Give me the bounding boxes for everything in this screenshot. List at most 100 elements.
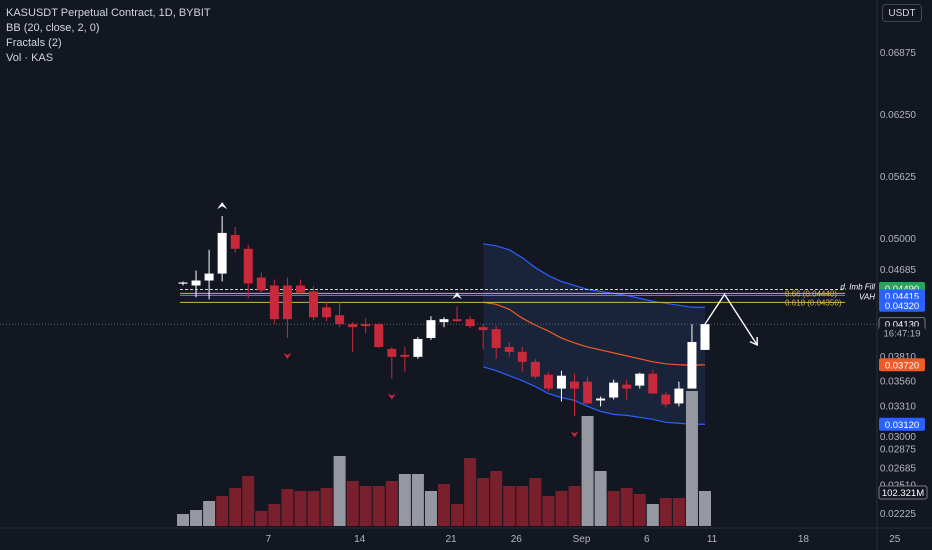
volume-bar [203, 501, 216, 526]
candle-body [400, 354, 410, 357]
candle-body [191, 280, 201, 286]
chart-legend: KASUSDT Perpetual Contract, 1D, BYBIT BB… [6, 6, 211, 66]
y-tick-label: 0.06250 [880, 110, 917, 121]
volume-bar [672, 498, 685, 526]
y-tick-label: 0.04685 [880, 265, 917, 276]
fractal-up-marker [217, 202, 228, 210]
volume-bar [685, 391, 698, 526]
candle-body [491, 329, 501, 348]
legend-volume[interactable]: Vol · KAS [6, 52, 54, 64]
y-tick-label: 0.03000 [880, 432, 917, 443]
x-tick-label: 6 [644, 534, 650, 545]
volume-bar [503, 486, 516, 526]
candle-body [269, 285, 279, 320]
candle-body [256, 277, 266, 291]
volume-bar [307, 491, 320, 526]
volume-bar [646, 504, 659, 526]
volume-bar [555, 491, 568, 526]
price-tag [879, 417, 925, 431]
fractal-down-marker [570, 431, 579, 438]
y-tick-label: 0.02225 [880, 509, 917, 520]
volume-bar [477, 478, 490, 526]
candle-body [282, 285, 292, 320]
x-tick-label: 25 [889, 534, 901, 545]
volume-bar [516, 486, 529, 526]
x-tick-label: Sep [573, 534, 591, 545]
volume-bar [699, 491, 711, 526]
candle-body [478, 327, 488, 331]
candle-body [243, 248, 253, 284]
fractal-down-marker [283, 353, 292, 360]
candle-body [648, 373, 658, 394]
candle-body [504, 346, 514, 352]
legend-fractals[interactable]: Fractals (2) [6, 37, 62, 49]
candle-body [387, 348, 397, 357]
candle-body [374, 324, 384, 347]
volume-bar [281, 489, 294, 526]
volume-bar [411, 474, 424, 526]
volume-bar [581, 416, 594, 526]
y-tick-label: 0.03310 [880, 401, 917, 412]
bb-basis-line [483, 301, 706, 366]
x-tick-label: 14 [354, 534, 366, 545]
volume-bar [542, 496, 555, 526]
y-tick-label: 0.03560 [880, 377, 917, 388]
candle-body [635, 373, 645, 386]
legend-symbol[interactable]: KASUSDT Perpetual Contract, 1D, BYBIT [6, 7, 211, 19]
candle-body [570, 381, 579, 389]
currency-button[interactable]: USDT [882, 4, 922, 22]
y-tick-label: 0.03810 [880, 352, 917, 363]
volume-bar [464, 458, 477, 526]
y-tick-label: 0.05000 [880, 234, 917, 245]
price-tag-label: 0.03120 [885, 420, 919, 431]
fractal-down-marker [387, 393, 396, 400]
candle-body [596, 398, 606, 401]
candle-body [674, 388, 684, 404]
candle-body [361, 324, 371, 327]
candle-body [622, 384, 632, 389]
candle-body [517, 351, 527, 362]
candle-body [309, 291, 318, 318]
bb-lower-line [482, 366, 705, 425]
y-tick-label: 0.06875 [880, 48, 917, 59]
volume-bar [659, 498, 672, 526]
volume-bar [451, 504, 464, 526]
volume-bar [229, 488, 242, 526]
x-tick-label: 11 [707, 534, 718, 545]
volume-bar [424, 491, 437, 526]
volume-bar [633, 494, 646, 526]
projection-path [704, 293, 758, 346]
volume-tag [878, 485, 928, 500]
legend-bb[interactable]: BB (20, close, 2, 0) [6, 22, 100, 34]
volume-bar [490, 471, 503, 526]
volume-bar [620, 488, 633, 526]
candle-body [661, 394, 671, 405]
level-label-fib066: 0.66 (0.04440) [785, 289, 837, 298]
candle-body [348, 324, 358, 328]
y-tick-label: 0.05625 [880, 172, 917, 183]
price-tag-label: 0.04130 [885, 320, 919, 331]
candle-body [295, 285, 305, 293]
price-tag-label: 0.04415 [885, 291, 919, 302]
x-tick-label: 26 [511, 534, 523, 545]
volume-bar [190, 510, 203, 526]
volume-bar [242, 476, 255, 526]
x-tick-label: 7 [266, 534, 272, 545]
candle-body [335, 315, 345, 325]
volume-bar [294, 491, 307, 526]
candle-body [204, 273, 214, 281]
volume-bar [177, 514, 189, 526]
volume-bar [594, 471, 607, 526]
volume-bar [438, 484, 450, 526]
level-label-vah: VAH [859, 292, 875, 301]
volume-bar [346, 481, 359, 526]
candle-body [583, 381, 593, 404]
volume-bar [333, 456, 346, 526]
candle-body [413, 339, 423, 357]
volume-bar [607, 491, 620, 526]
volume-bar [568, 486, 581, 526]
candle-body [178, 282, 188, 284]
price-tag-label: 0.03720 [885, 360, 919, 371]
volume-bar [255, 511, 268, 526]
